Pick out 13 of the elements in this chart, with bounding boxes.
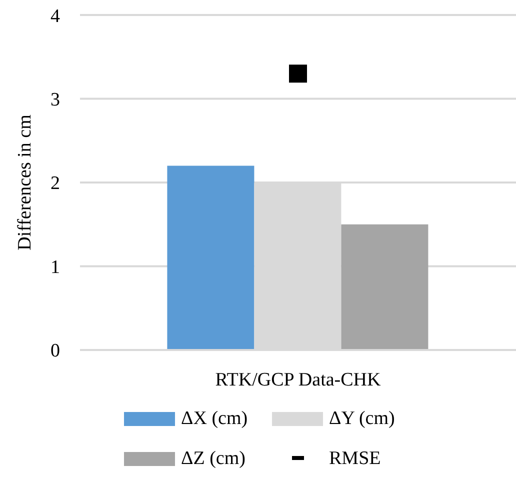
y-tick-label: 0 (50, 340, 60, 362)
y-tick-label: 1 (50, 256, 60, 278)
y-tick-label: 2 (50, 173, 60, 194)
y-axis-title: Differences in cm (14, 114, 36, 250)
y-tick-label: 3 (50, 89, 60, 110)
bar (341, 224, 428, 350)
legend-label: RMSE (329, 448, 381, 470)
legend-label: ΔY (cm) (329, 408, 395, 430)
legend-label: ΔZ (cm) (181, 448, 246, 470)
y-tick-label: 4 (50, 6, 60, 27)
x-tick-label: RTK/GCP Data-CHK (215, 369, 382, 390)
bar (167, 166, 254, 350)
legend-label: ΔX (cm) (181, 408, 248, 430)
